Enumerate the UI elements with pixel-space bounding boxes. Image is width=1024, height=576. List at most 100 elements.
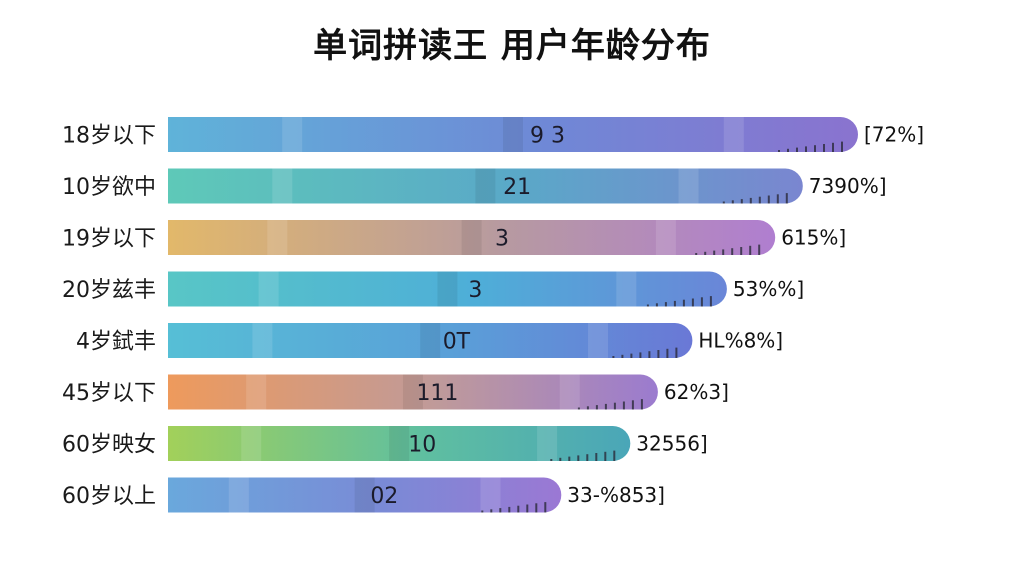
- bar-tick: [640, 399, 643, 410]
- bar-segment: [437, 271, 458, 307]
- bar-segment: [723, 117, 744, 152]
- bar-tick: [577, 407, 580, 410]
- bar-segment: [461, 220, 482, 255]
- bar: [168, 374, 658, 410]
- bar-tick: [595, 453, 598, 461]
- bar-tick: [722, 249, 725, 255]
- bar-inner-label: 111: [416, 381, 458, 406]
- value-label: 32556]: [636, 432, 707, 456]
- value-label: 7390%]: [809, 174, 887, 198]
- bar-tick: [526, 504, 529, 513]
- bar-segment: [258, 271, 279, 307]
- bar-tick: [787, 148, 789, 152]
- category-label: 19岁以下: [62, 227, 156, 252]
- bar-segment: [267, 220, 288, 255]
- bar-tick: [832, 142, 834, 152]
- category-label: 60岁映女: [62, 433, 156, 458]
- bar-segment: [420, 323, 441, 358]
- category-label: 10岁欲中: [62, 175, 156, 200]
- bar-tick: [535, 503, 538, 513]
- bar-segment: [354, 477, 375, 513]
- bar-inner-label: 3: [495, 227, 509, 252]
- bar-tick: [682, 299, 685, 307]
- bar-segment: [475, 168, 496, 204]
- bar-tick: [612, 356, 615, 358]
- bar-tick: [785, 193, 788, 204]
- bar-tick: [586, 454, 589, 461]
- bar-tick: [673, 300, 676, 307]
- bar-inner-label: 3: [468, 278, 482, 303]
- value-label: 33-%853]: [567, 483, 665, 507]
- bar-tick: [631, 400, 634, 410]
- bar-tick: [508, 506, 511, 513]
- bar-inner-label: 0T: [443, 330, 471, 355]
- bar-tick: [778, 150, 780, 152]
- bar-tick: [731, 248, 734, 255]
- bar-tick: [709, 296, 712, 307]
- bar-inner-label: 9 3: [530, 124, 565, 149]
- bar-tick: [713, 250, 716, 255]
- bar: [168, 271, 727, 307]
- bar-tick: [675, 347, 678, 358]
- bar-segment: [241, 426, 262, 461]
- bar-tick: [550, 459, 553, 461]
- bar-tick: [767, 195, 770, 204]
- bar-tick: [740, 247, 743, 255]
- bar-tick: [517, 505, 520, 513]
- bar-tick: [586, 406, 589, 410]
- bar: [168, 168, 803, 204]
- bar: [168, 323, 693, 358]
- bar-tick: [749, 245, 752, 255]
- bar-segment: [559, 374, 580, 410]
- category-label: 45岁以下: [62, 381, 156, 406]
- bar-segment: [480, 477, 501, 513]
- bar-tick: [666, 348, 669, 358]
- bar-tick: [559, 457, 562, 461]
- bar-tick: [776, 194, 779, 204]
- bar-tick: [648, 351, 651, 358]
- bar: [168, 426, 631, 461]
- bar-tick: [621, 354, 624, 358]
- bar-tick: [805, 146, 807, 152]
- bar-tick: [481, 510, 484, 513]
- value-label: [72%]: [864, 123, 924, 147]
- bar-segment: [588, 323, 609, 358]
- bar-tick: [700, 297, 703, 307]
- bar-tick: [796, 147, 798, 152]
- bar-tick: [695, 253, 698, 255]
- bar-tick: [657, 350, 660, 358]
- bar-tick: [722, 201, 725, 204]
- chart-title: 单词拼读王 用户年龄分布: [313, 26, 711, 66]
- bar-tick: [630, 353, 633, 358]
- bar-tick: [613, 402, 616, 410]
- bar-segment: [252, 323, 273, 358]
- bar-tick: [841, 141, 843, 152]
- bar-tick: [691, 298, 694, 307]
- bar-segment: [272, 168, 293, 204]
- bar-segment: [678, 168, 699, 204]
- bar-tick: [814, 145, 816, 152]
- bar-tick: [499, 508, 502, 513]
- value-label: 62%3]: [664, 380, 729, 404]
- category-label: 20岁兹丰: [62, 278, 156, 303]
- bar-tick: [704, 251, 707, 255]
- bar-segment: [503, 117, 523, 152]
- bar-segment: [282, 117, 303, 152]
- bar-tick: [749, 197, 752, 204]
- bar: [168, 220, 776, 255]
- bar-segment: [616, 271, 637, 307]
- bar-tick: [595, 405, 598, 410]
- bar-inner-label: 10: [408, 433, 436, 458]
- bar-tick: [646, 304, 649, 307]
- bar-tick: [604, 451, 607, 461]
- category-label: 18岁以下: [62, 124, 156, 149]
- bar-tick: [740, 199, 743, 204]
- bar-tick: [758, 244, 761, 255]
- bar: [168, 117, 858, 152]
- bar-tick: [568, 456, 571, 461]
- bar-tick: [613, 450, 616, 461]
- bar-inner-label: 02: [370, 484, 398, 509]
- bar-segment: [389, 426, 410, 461]
- value-label: 615%]: [781, 226, 846, 250]
